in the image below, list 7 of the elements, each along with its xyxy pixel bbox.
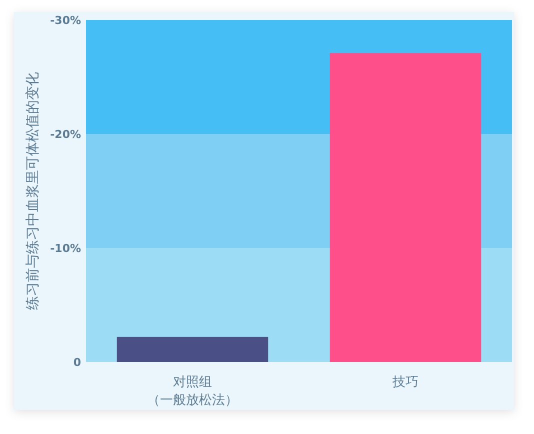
x-tick-label: 对照组（一般放松法） <box>147 375 238 408</box>
y-axis-title: 练习前与练习中血浆里可体松值的变化 <box>25 72 41 310</box>
y-tick-label: -10% <box>50 242 81 255</box>
y-tick-label: -30% <box>50 14 81 27</box>
x-tick-label: 技巧 <box>392 375 418 390</box>
y-tick-label: -20% <box>50 128 81 141</box>
y-tick-label: 0 <box>73 356 82 369</box>
